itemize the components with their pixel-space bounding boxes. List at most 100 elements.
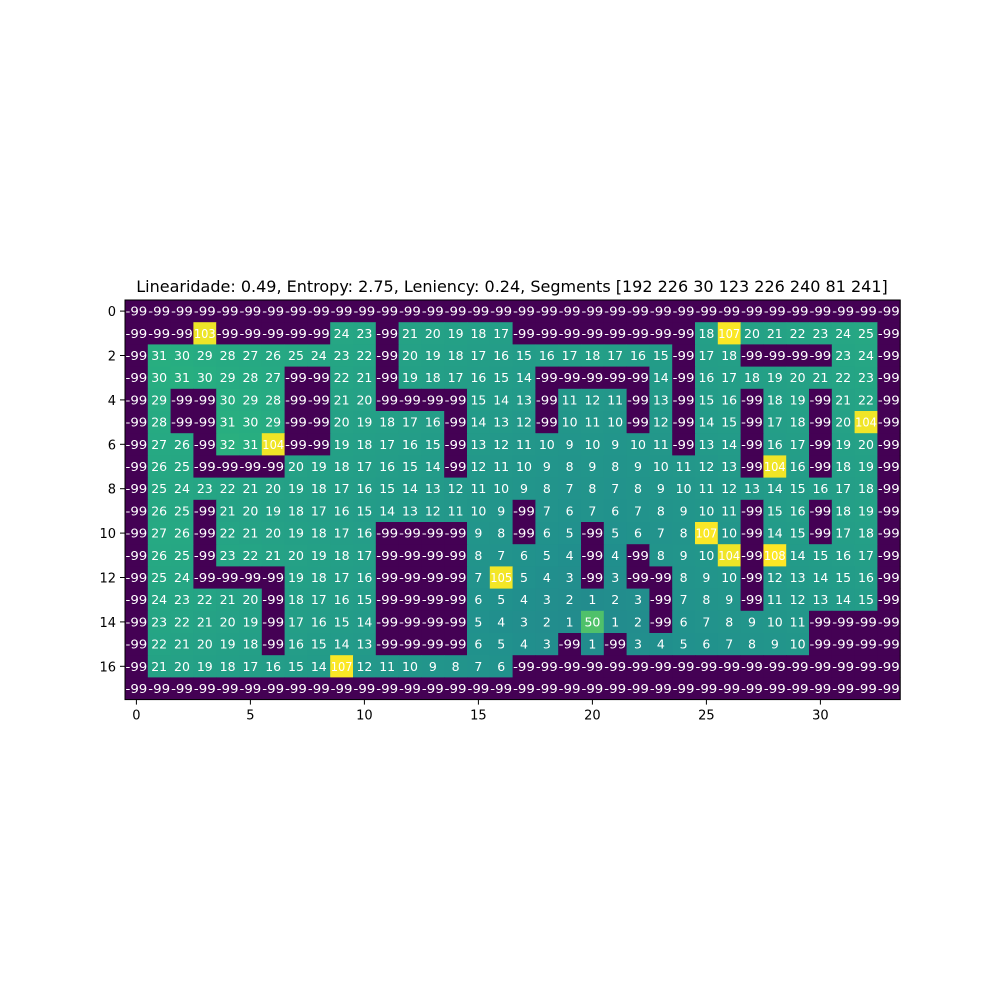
heatmap-cell [831, 610, 855, 634]
heatmap-cell [558, 499, 582, 523]
heatmap-cell-label: -99 [878, 526, 900, 541]
heatmap-cell-label: 17 [334, 570, 350, 585]
heatmap-cell [512, 366, 536, 390]
heatmap-cell [626, 344, 650, 367]
heatmap-cell [125, 344, 149, 367]
heatmap-cell-label: -99 [376, 526, 398, 541]
heatmap-cell [193, 477, 217, 501]
heatmap-cell-label: 11 [562, 392, 578, 407]
heatmap-cell-label: 8 [474, 548, 482, 563]
heatmap-cell-label: 6 [680, 614, 688, 629]
heatmap-cell [467, 344, 491, 367]
heatmap-cell-label: 5 [497, 637, 505, 652]
heatmap-cell [125, 677, 149, 700]
heatmap-cell [193, 566, 217, 589]
heatmap-cell-label: -99 [399, 637, 421, 652]
heatmap-cell-label: -99 [308, 415, 330, 430]
heatmap-cell [740, 522, 764, 545]
heatmap-cell-label: 15 [835, 570, 851, 585]
heatmap-cell-label: 22 [220, 526, 236, 541]
heatmap-cell [216, 588, 240, 612]
heatmap-cell-label: 20 [242, 503, 258, 518]
heatmap-cell [421, 544, 445, 567]
heatmap-cell-label: 10 [790, 637, 806, 652]
heatmap-cell [170, 522, 194, 545]
heatmap-cell [284, 566, 308, 589]
heatmap-cell-label: 13 [356, 637, 372, 652]
heatmap-cell-label: 18 [288, 503, 304, 518]
heatmap-cell-label: 16 [288, 637, 304, 652]
heatmap-cell-label: 10 [676, 481, 692, 496]
heatmap-cell-label: 18 [470, 326, 486, 341]
heatmap-cell-label: 22 [197, 592, 213, 607]
heatmap-cell-label: 16 [356, 526, 372, 541]
heatmap-cell [125, 477, 149, 501]
heatmap-cell-label: 11 [607, 392, 623, 407]
heatmap-cell [125, 388, 149, 412]
heatmap-cell-label: 4 [611, 548, 619, 563]
heatmap-cell-label: 28 [151, 415, 167, 430]
heatmap-cell [239, 455, 263, 478]
heatmap-cell-label: 16 [402, 437, 418, 452]
heatmap-cell [535, 677, 559, 700]
heatmap-cell-label: 16 [425, 415, 441, 430]
heatmap-cell [786, 633, 810, 656]
heatmap-cell [489, 366, 513, 390]
heatmap-cell [512, 344, 536, 367]
heatmap-cell [672, 477, 696, 501]
heatmap-cell [147, 366, 171, 390]
heatmap-cell [375, 522, 399, 545]
heatmap-cell [831, 522, 855, 545]
heatmap-cell-label: 11 [698, 481, 714, 496]
heatmap-cell [421, 433, 445, 456]
heatmap-cell-label: 22 [356, 348, 372, 363]
heatmap-cell-label: -99 [422, 392, 444, 407]
heatmap-cell-label: -99 [878, 637, 900, 652]
heatmap-cell [489, 633, 513, 656]
heatmap-cell [216, 411, 240, 434]
heatmap-cell [398, 677, 422, 700]
heatmap-cell-label: 14 [402, 481, 418, 496]
heatmap-cell [261, 544, 285, 567]
heatmap-cell [147, 633, 171, 656]
heatmap-cell [125, 610, 149, 634]
heatmap-cell [695, 610, 719, 634]
heatmap-cell-label: -99 [217, 304, 239, 319]
heatmap-cell [467, 588, 491, 612]
heatmap-cell [125, 366, 149, 390]
heatmap-cell [672, 455, 696, 478]
heatmap-cell-label: 5 [611, 526, 619, 541]
heatmap-cell-label: 10 [493, 481, 509, 496]
heatmap-cell [330, 477, 354, 501]
heatmap-cell-label: 19 [311, 459, 327, 474]
heatmap-cell-label: 18 [356, 437, 372, 452]
heatmap-cell-label: 6 [474, 592, 482, 607]
heatmap-cell-label: -99 [513, 659, 535, 674]
heatmap-cell [489, 499, 513, 523]
heatmap-cell-label: 16 [356, 570, 372, 585]
heatmap-cell-label: 17 [835, 526, 851, 541]
heatmap-cell [398, 588, 422, 612]
heatmap-cell-label: -99 [376, 592, 398, 607]
heatmap-cell-label: 9 [520, 481, 528, 496]
heatmap-cell-label: 14 [493, 392, 509, 407]
heatmap-cell-label: -99 [582, 681, 604, 696]
heatmap-cell [375, 322, 399, 345]
heatmap-cell [809, 499, 833, 523]
heatmap-cell-label: -99 [399, 570, 421, 585]
heatmap-cell [558, 677, 582, 700]
heatmap-cell [307, 499, 331, 523]
heatmap-cell [467, 633, 491, 656]
heatmap-cell-label: -99 [331, 304, 353, 319]
heatmap-cell-label: -99 [148, 304, 170, 319]
heatmap-cell-label: 19 [311, 548, 327, 563]
heatmap-cell [512, 566, 536, 589]
heatmap-cell [786, 322, 810, 345]
heatmap-cell-label: -99 [126, 437, 148, 452]
heatmap-cell [330, 544, 354, 567]
heatmap-cell [854, 655, 878, 678]
heatmap-cell [535, 522, 559, 545]
heatmap-cell-label: 29 [265, 415, 281, 430]
heatmap-cell [489, 522, 513, 545]
heatmap-cell-label: 13 [721, 459, 737, 474]
